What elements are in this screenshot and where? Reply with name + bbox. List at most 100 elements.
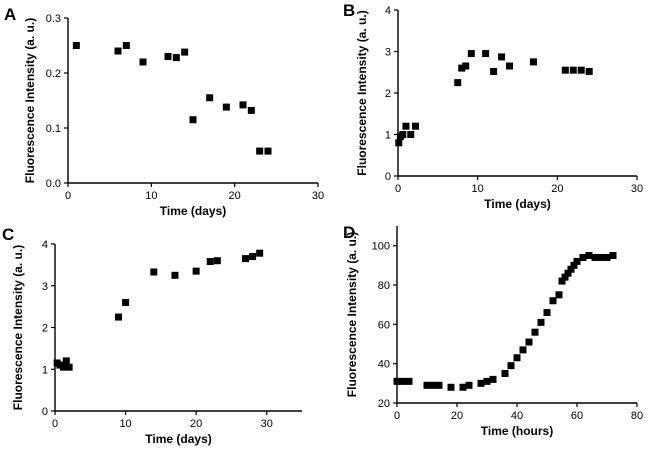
data-point	[122, 42, 130, 49]
x-tick-label: 80	[631, 410, 643, 422]
data-point	[603, 253, 611, 261]
data-point	[483, 377, 491, 385]
x-tick-label: 0	[394, 410, 400, 422]
x-tick-label: 40	[511, 410, 523, 422]
data-point	[72, 42, 80, 49]
x-axis-label: Time (days)	[160, 204, 226, 218]
data-point	[459, 383, 467, 391]
data-point	[412, 122, 420, 130]
data-point	[525, 338, 533, 346]
y-tick-label: 20	[378, 398, 390, 410]
panel-d: D 0 20 40 60 80 20 40 60 80 100 Time (hours) Fluores…	[343, 223, 643, 438]
data-point	[585, 252, 593, 259]
data-point	[454, 79, 462, 87]
panel-label: B	[343, 1, 355, 20]
data-point	[477, 379, 485, 387]
data-point	[490, 67, 498, 75]
data-point	[498, 53, 506, 61]
y-axis-label: Fluorescence Intensity (a. u.)	[23, 18, 37, 183]
y-tick-label: 2	[385, 88, 391, 100]
data-point	[549, 297, 557, 305]
data-point	[561, 273, 569, 281]
x-axis-label: Time (days)	[484, 197, 550, 211]
x-axis-label: Time (hours)	[481, 424, 553, 438]
data-point	[558, 277, 566, 285]
y-tick-label: 4	[42, 239, 48, 251]
data-point	[150, 268, 158, 276]
data-point	[570, 261, 578, 269]
y-tick-label: 40	[378, 359, 390, 371]
data-point	[115, 313, 123, 321]
y-axis-label: Fluorescence Intensity (a. u.)	[11, 245, 25, 410]
data-point	[507, 362, 515, 370]
panel-c: C 0 10 20 30 0 1 2 3 4 Time (days) Fluorescence Int…	[2, 225, 302, 446]
panel-label: D	[343, 223, 355, 242]
data-point	[222, 103, 230, 111]
y-axis-label: Fluorescence Intensity (a. u.)	[355, 10, 369, 175]
x-tick-label: 20	[451, 410, 463, 422]
data-point	[213, 257, 221, 265]
data-point	[579, 253, 587, 261]
data-point	[577, 66, 585, 74]
data-point	[513, 354, 521, 362]
x-tick-label: 60	[571, 410, 583, 422]
data-point	[567, 265, 575, 273]
y-tick-label: 1	[42, 364, 48, 376]
data-point	[585, 67, 593, 75]
x-tick-label: 0	[65, 190, 71, 202]
data-point	[62, 357, 70, 365]
data-point	[555, 291, 563, 299]
data-point	[256, 147, 264, 155]
panel-label: C	[2, 225, 14, 244]
y-tick-label: 0	[385, 171, 391, 183]
x-tick-label: 10	[145, 190, 157, 202]
data-point	[181, 48, 189, 56]
y-tick-label: 3	[42, 281, 48, 293]
data-point	[591, 253, 599, 261]
data-point	[506, 62, 514, 70]
data-point	[399, 377, 407, 385]
data-point	[264, 147, 272, 155]
x-tick-label: 20	[551, 183, 563, 195]
data-point	[569, 66, 577, 74]
y-tick-label: 0.3	[46, 13, 61, 25]
data-point	[529, 58, 537, 66]
data-point	[465, 381, 473, 389]
panel-a: A 0 10 20 30 0.0 0.1 0.2 0.3 Time (days) Fluoresce…	[4, 5, 324, 218]
x-axis-label: Time (days)	[145, 432, 211, 446]
data-point	[597, 253, 605, 261]
data-point	[458, 64, 466, 72]
data-point	[423, 381, 431, 389]
data-point	[249, 253, 257, 261]
data-point	[435, 381, 443, 389]
data-point	[164, 53, 172, 60]
data-point	[402, 122, 410, 130]
data-point	[405, 377, 413, 385]
y-tick-label: 0.0	[46, 178, 61, 190]
data-point	[537, 318, 545, 326]
data-point	[171, 271, 179, 279]
data-point	[122, 298, 130, 306]
data-point	[489, 375, 497, 383]
data-point	[65, 363, 73, 371]
y-tick-label: 80	[378, 280, 390, 292]
x-tick-label: 10	[472, 183, 484, 195]
data-point	[206, 94, 214, 102]
y-tick-label: 0	[42, 406, 48, 418]
data-point	[501, 370, 509, 377]
data-point	[609, 252, 617, 259]
y-tick-label: 4	[385, 5, 391, 17]
y-tick-label: 0.2	[46, 68, 61, 80]
data-point	[531, 328, 539, 336]
data-point	[139, 58, 147, 66]
data-point	[519, 346, 527, 354]
data-point	[573, 257, 581, 265]
x-tick-label: 20	[190, 418, 202, 430]
x-tick-label: 30	[631, 183, 643, 195]
x-tick-label: 20	[229, 190, 241, 202]
y-axis-label: Fluorescence Intensity (a. u.)	[345, 232, 359, 397]
y-tick-label: 3	[385, 47, 391, 59]
data-point	[561, 66, 569, 74]
data-point	[395, 139, 403, 147]
y-tick-label: 60	[378, 319, 390, 331]
